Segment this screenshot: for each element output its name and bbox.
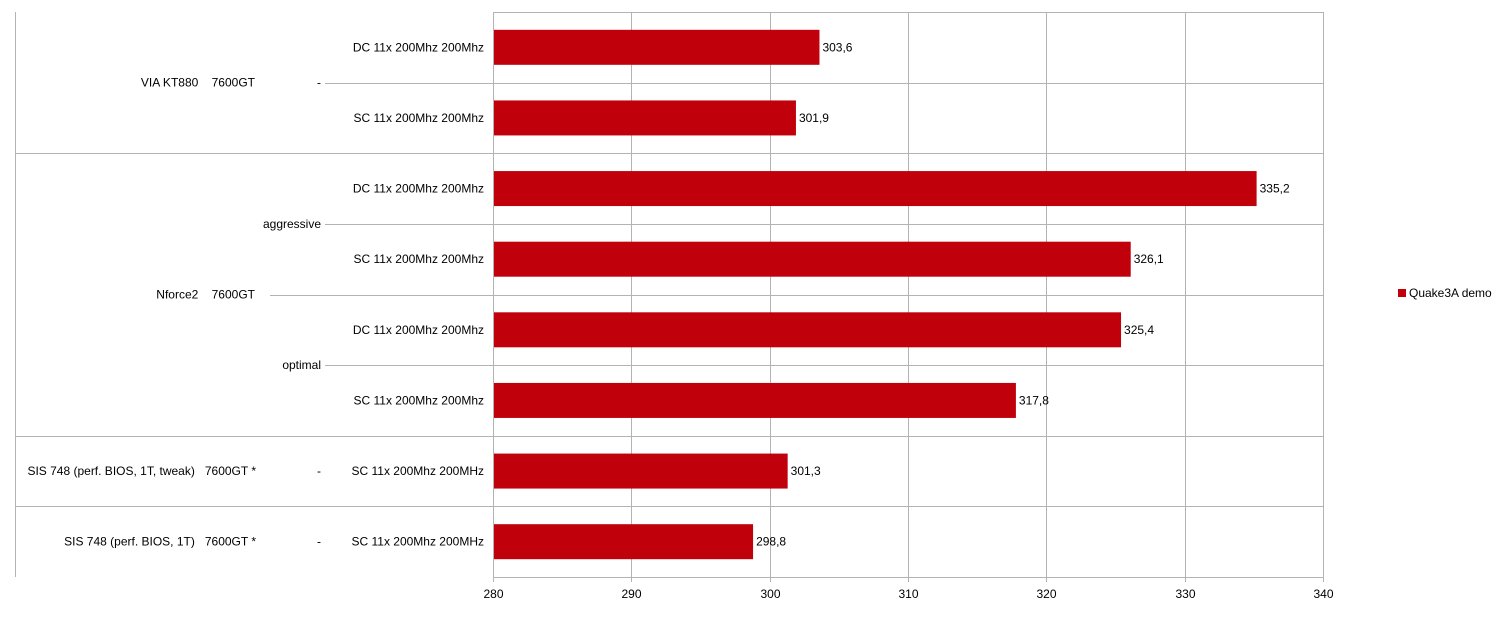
group-label: SIS 748 (perf. BIOS, 1T) 7600GT * [64,535,256,549]
subgroup-label: - [317,76,321,90]
x-tick-label: 340 [1313,587,1333,601]
bar [494,453,788,489]
x-tick-label: 300 [760,587,780,601]
bar [494,241,1131,277]
data-label: 317,8 [1019,393,1049,407]
bar [494,100,796,136]
data-label: 301,3 [791,464,821,478]
subgroup-label: aggressive [263,217,321,231]
subgroup-label: - [317,464,321,478]
category-label: SC 11x 200Mhz 200MHz [351,535,484,549]
bar [494,29,820,65]
category-label: SC 11x 200Mhz 200Mhz [353,252,484,266]
category-label: DC 11x 200Mhz 200Mhz [353,40,484,54]
bar [494,382,1016,418]
labels: 280 290 300 310 320 330 340 303,6 DC 11x 200Mhz … [27,40,1333,601]
category-label: DC 11x 200Mhz 200Mhz [353,323,484,337]
category-dividers [15,12,494,577]
bar [494,524,754,560]
data-label: 335,2 [1260,182,1290,196]
x-tick-label: 290 [621,587,641,601]
x-tick-label: 310 [898,587,918,601]
bar [494,171,1257,207]
x-tick-label: 320 [1036,587,1056,601]
x-tick-label: 280 [483,587,503,601]
legend-swatch [1398,289,1406,297]
group-label: SIS 748 (perf. BIOS, 1T, tweak) 7600GT * [27,464,256,478]
category-label: SC 11x 200Mhz 200MHz [351,464,484,478]
category-label: DC 11x 200Mhz 200Mhz [353,182,484,196]
category-label: SC 11x 200Mhz 200Mhz [353,111,484,125]
bar [494,312,1122,348]
data-label: 298,8 [756,535,786,549]
data-label: 301,9 [799,111,829,125]
x-tick-label: 330 [1175,587,1195,601]
subgroup-label: - [317,535,321,549]
bars [494,29,1257,560]
category-label: SC 11x 200Mhz 200Mhz [353,393,484,407]
data-label: 303,6 [822,40,852,54]
gridlines [493,12,1324,582]
subgroup-label: optimal [282,358,321,372]
legend-label: Quake3A demo [1409,286,1492,300]
data-label: 325,4 [1124,323,1154,337]
data-label: 326,1 [1134,252,1164,266]
legend: Quake3A demo [1398,286,1492,300]
group-label: Nforce2 7600GT [156,288,255,302]
group-label: VIA KT880 7600GT [141,76,256,90]
